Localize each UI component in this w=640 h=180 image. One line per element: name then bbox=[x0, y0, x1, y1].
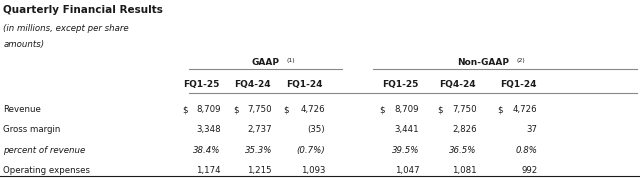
Text: 2,826: 2,826 bbox=[452, 125, 477, 134]
Text: $: $ bbox=[497, 105, 503, 114]
Text: (in millions, except per share: (in millions, except per share bbox=[3, 24, 129, 33]
Text: 1,174: 1,174 bbox=[196, 166, 221, 175]
Text: (35): (35) bbox=[307, 125, 325, 134]
Text: 1,047: 1,047 bbox=[395, 166, 419, 175]
Text: 3,348: 3,348 bbox=[196, 125, 221, 134]
Text: 4,726: 4,726 bbox=[301, 105, 325, 114]
Text: 0.8%: 0.8% bbox=[516, 146, 538, 155]
Text: Operating expenses: Operating expenses bbox=[3, 166, 90, 175]
Text: FQ1-24: FQ1-24 bbox=[500, 80, 537, 89]
Text: 7,750: 7,750 bbox=[248, 105, 272, 114]
Text: 8,709: 8,709 bbox=[395, 105, 419, 114]
Text: $: $ bbox=[234, 105, 239, 114]
Text: 38.4%: 38.4% bbox=[193, 146, 221, 155]
Text: Quarterly Financial Results: Quarterly Financial Results bbox=[3, 5, 163, 15]
Text: (1): (1) bbox=[286, 58, 294, 63]
Text: 1,215: 1,215 bbox=[248, 166, 272, 175]
Text: FQ4-24: FQ4-24 bbox=[234, 80, 271, 89]
Text: percent of revenue: percent of revenue bbox=[3, 146, 86, 155]
Text: 1,081: 1,081 bbox=[452, 166, 477, 175]
Text: 992: 992 bbox=[522, 166, 538, 175]
Text: 7,750: 7,750 bbox=[452, 105, 477, 114]
Text: $: $ bbox=[182, 105, 188, 114]
Text: 35.3%: 35.3% bbox=[244, 146, 272, 155]
Text: 1,093: 1,093 bbox=[301, 166, 325, 175]
Text: 39.5%: 39.5% bbox=[392, 146, 419, 155]
Text: $: $ bbox=[284, 105, 289, 114]
Text: FQ1-24: FQ1-24 bbox=[285, 80, 323, 89]
Text: FQ1-25: FQ1-25 bbox=[184, 80, 220, 89]
Text: Non-GAAP: Non-GAAP bbox=[457, 58, 509, 67]
Text: 36.5%: 36.5% bbox=[449, 146, 477, 155]
Text: (0.7%): (0.7%) bbox=[296, 146, 325, 155]
Text: $: $ bbox=[380, 105, 385, 114]
Text: 3,441: 3,441 bbox=[395, 125, 419, 134]
Text: $: $ bbox=[437, 105, 443, 114]
Text: FQ4-24: FQ4-24 bbox=[439, 80, 476, 89]
Text: 37: 37 bbox=[527, 125, 538, 134]
Text: Revenue: Revenue bbox=[3, 105, 41, 114]
Text: 4,726: 4,726 bbox=[513, 105, 538, 114]
Text: 2,737: 2,737 bbox=[248, 125, 272, 134]
Text: FQ1-25: FQ1-25 bbox=[382, 80, 418, 89]
Text: 8,709: 8,709 bbox=[196, 105, 221, 114]
Text: Gross margin: Gross margin bbox=[3, 125, 61, 134]
Text: GAAP: GAAP bbox=[252, 58, 280, 67]
Text: amounts): amounts) bbox=[3, 40, 44, 50]
Text: (2): (2) bbox=[516, 58, 525, 63]
